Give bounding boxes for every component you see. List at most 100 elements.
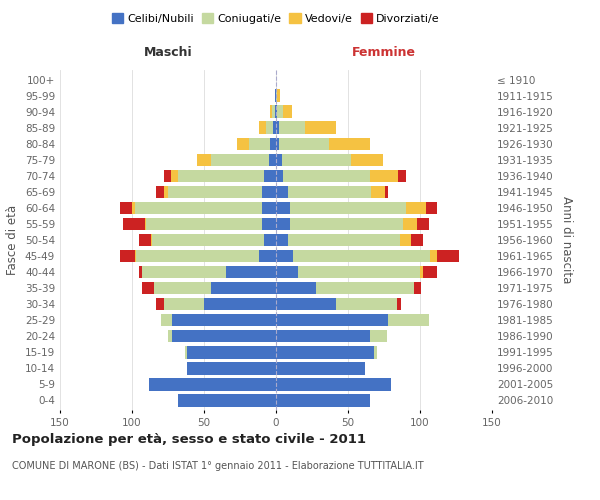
Bar [262, 186, 276, 198]
Bar [151, 234, 152, 246]
Bar [187, 362, 276, 374]
Bar [146, 218, 262, 230]
Bar [276, 250, 293, 262]
Bar [426, 202, 437, 214]
Bar [276, 154, 282, 166]
Bar [185, 346, 187, 358]
Bar [370, 330, 387, 342]
Bar [259, 122, 266, 134]
Bar [403, 218, 417, 230]
Bar [305, 122, 337, 134]
Bar [142, 282, 154, 294]
Bar [121, 202, 132, 214]
Bar [287, 186, 371, 198]
Bar [276, 330, 370, 342]
Bar [430, 250, 437, 262]
Bar [276, 218, 290, 230]
Bar [152, 234, 265, 246]
Bar [211, 282, 276, 294]
Bar [204, 298, 276, 310]
Bar [273, 122, 276, 134]
Bar [248, 138, 270, 150]
Y-axis label: Anni di nascita: Anni di nascita [560, 196, 573, 284]
Text: Maschi: Maschi [143, 46, 193, 59]
Bar [298, 266, 420, 278]
Bar [164, 298, 204, 310]
Bar [329, 138, 370, 150]
Bar [272, 106, 275, 118]
Bar [136, 250, 259, 262]
Bar [283, 106, 292, 118]
Bar [157, 186, 164, 198]
Bar [262, 218, 276, 230]
Bar [276, 314, 388, 326]
Bar [270, 106, 272, 118]
Bar [211, 154, 269, 166]
Bar [178, 394, 276, 406]
Bar [276, 186, 287, 198]
Bar [168, 330, 172, 342]
Bar [266, 122, 273, 134]
Bar [172, 314, 276, 326]
Bar [164, 170, 171, 182]
Bar [423, 266, 437, 278]
Bar [385, 186, 388, 198]
Bar [135, 250, 136, 262]
Bar [121, 250, 135, 262]
Bar [283, 170, 370, 182]
Bar [178, 170, 265, 182]
Bar [270, 138, 276, 150]
Bar [414, 282, 421, 294]
Bar [290, 202, 406, 214]
Bar [265, 234, 276, 246]
Bar [226, 266, 276, 278]
Bar [388, 314, 428, 326]
Bar [275, 90, 276, 102]
Bar [124, 218, 145, 230]
Text: Femmine: Femmine [352, 46, 416, 59]
Bar [417, 218, 428, 230]
Bar [276, 122, 279, 134]
Bar [259, 250, 276, 262]
Bar [269, 154, 276, 166]
Bar [276, 138, 279, 150]
Bar [420, 266, 423, 278]
Y-axis label: Fasce di età: Fasce di età [7, 205, 19, 275]
Bar [276, 234, 287, 246]
Bar [161, 314, 172, 326]
Text: Popolazione per età, sesso e stato civile - 2011: Popolazione per età, sesso e stato civil… [12, 432, 366, 446]
Bar [275, 106, 276, 118]
Bar [154, 282, 211, 294]
Bar [293, 250, 430, 262]
Bar [276, 282, 316, 294]
Bar [171, 170, 178, 182]
Bar [276, 266, 298, 278]
Bar [397, 298, 401, 310]
Bar [276, 378, 391, 390]
Bar [437, 250, 459, 262]
Bar [282, 154, 351, 166]
Bar [276, 106, 277, 118]
Bar [337, 298, 397, 310]
Bar [132, 202, 135, 214]
Bar [406, 202, 426, 214]
Bar [149, 378, 276, 390]
Bar [135, 202, 262, 214]
Bar [277, 90, 280, 102]
Bar [187, 346, 276, 358]
Bar [157, 298, 164, 310]
Bar [168, 186, 262, 198]
Bar [265, 170, 276, 182]
Bar [172, 330, 276, 342]
Bar [400, 234, 412, 246]
Bar [371, 186, 385, 198]
Bar [290, 218, 403, 230]
Bar [145, 218, 146, 230]
Bar [276, 298, 337, 310]
Bar [316, 282, 414, 294]
Bar [139, 234, 151, 246]
Bar [287, 234, 400, 246]
Bar [276, 362, 365, 374]
Bar [276, 90, 277, 102]
Bar [276, 170, 283, 182]
